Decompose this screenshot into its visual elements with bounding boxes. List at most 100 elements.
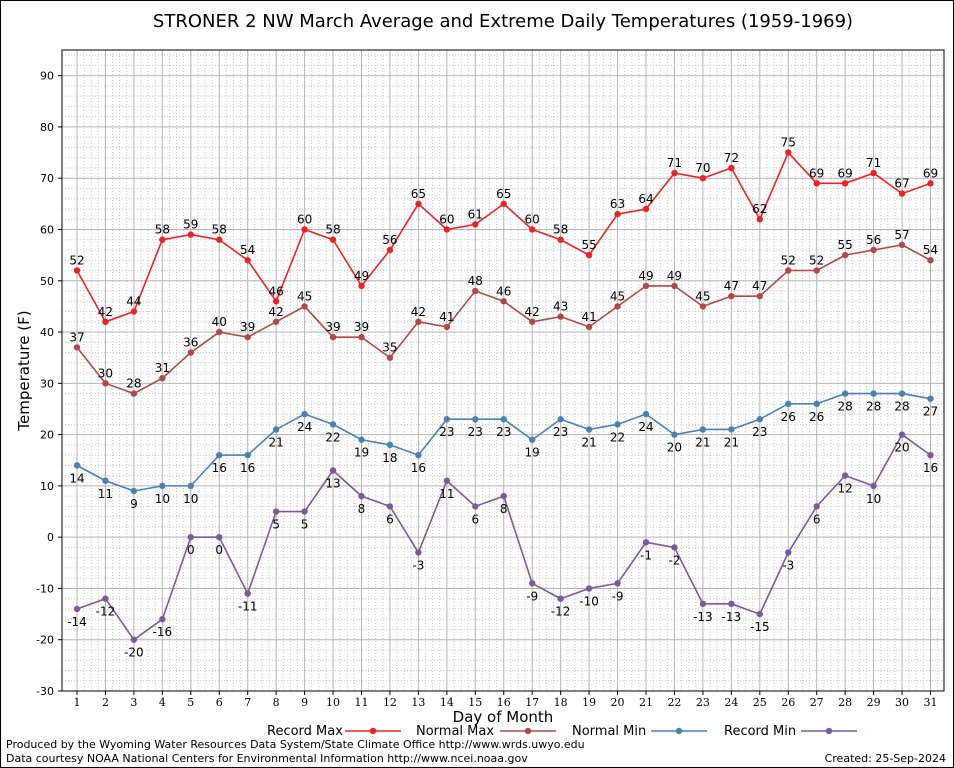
series-record-max: 52 42 44 58 59 58 54 46 60 58 49 56 65 60 61 65 60 58 55 63… [69, 136, 938, 325]
data-label: 8 [358, 502, 366, 516]
data-point [614, 421, 621, 428]
data-point [529, 318, 536, 325]
data-label: 71 [866, 156, 881, 170]
data-label: 67 [894, 177, 909, 191]
data-point [216, 328, 223, 336]
data-label: 45 [610, 289, 625, 303]
data-label: -9 [526, 589, 538, 603]
data-label: -3 [782, 559, 794, 573]
x-tick-label: 21 [639, 696, 653, 709]
data-point [216, 533, 223, 541]
legend-marker [369, 727, 377, 735]
data-point [301, 508, 308, 515]
data-label: 0 [187, 543, 195, 557]
data-point [159, 236, 166, 243]
data-point [159, 482, 166, 490]
y-tick-label: 40 [40, 326, 54, 339]
data-point [130, 390, 138, 397]
data-label: 11 [439, 487, 454, 501]
data-point [187, 349, 194, 356]
data-label: 70 [695, 161, 710, 175]
data-label: 57 [894, 228, 909, 242]
data-label: 16 [212, 461, 227, 475]
data-label: 54 [923, 243, 938, 257]
data-point [785, 267, 792, 274]
y-tick-label: 60 [40, 223, 54, 236]
footer-data-source: Data courtesy NOAA National Centers for … [6, 752, 528, 765]
legend-marker [675, 727, 683, 735]
data-label: 52 [69, 254, 84, 268]
x-tick-label: 30 [895, 696, 909, 709]
data-label: 20 [894, 441, 909, 455]
data-point [898, 431, 906, 438]
data-label: 43 [553, 300, 568, 314]
data-point [472, 221, 479, 228]
data-label: 10 [866, 492, 881, 506]
data-point [102, 380, 109, 387]
data-point [785, 149, 792, 156]
data-point [443, 477, 451, 484]
data-label: 6 [386, 512, 394, 526]
data-label: 19 [354, 446, 369, 460]
data-point [927, 395, 934, 402]
x-tick-label: 14 [440, 696, 454, 709]
data-label: 21 [581, 435, 596, 449]
legend-label: Record Max [267, 724, 343, 739]
data-label: 28 [838, 400, 853, 414]
data-point [244, 257, 251, 264]
data-label: 23 [468, 425, 483, 439]
data-point [301, 303, 308, 310]
data-label: 19 [525, 446, 540, 460]
x-tick-label: 11 [355, 696, 369, 709]
data-label: 69 [809, 166, 824, 180]
data-point [329, 467, 337, 474]
data-point [102, 318, 109, 325]
data-label: 65 [411, 187, 426, 201]
x-tick-label: 31 [924, 696, 938, 709]
data-point [73, 344, 81, 351]
data-label: -9 [612, 589, 624, 603]
data-point [272, 318, 280, 325]
data-label: 36 [183, 336, 198, 350]
data-point [386, 354, 394, 361]
data-point [216, 451, 223, 459]
x-tick-label: 3 [130, 696, 137, 709]
data-point [585, 426, 593, 433]
data-point [813, 503, 820, 510]
y-tick-label: 90 [40, 70, 54, 83]
data-label: 21 [269, 435, 284, 449]
data-label: 24 [297, 420, 312, 434]
x-tick-label: 18 [554, 696, 568, 709]
data-label: -12 [551, 605, 571, 619]
data-point [272, 298, 280, 305]
data-point [443, 416, 451, 423]
data-point [272, 508, 280, 515]
data-point [500, 416, 507, 423]
data-point [870, 246, 877, 254]
data-point [130, 308, 138, 315]
x-tick-label: 24 [724, 696, 738, 709]
legend: Record Max Normal Max Normal Min Record Min [267, 724, 857, 739]
data-point [614, 580, 621, 587]
data-point [301, 410, 308, 418]
data-point [443, 323, 451, 331]
data-label: -2 [668, 553, 680, 567]
x-tick-label: 23 [696, 696, 710, 709]
data-point [841, 180, 849, 187]
data-label: 18 [382, 451, 397, 465]
data-label: 39 [240, 320, 255, 334]
data-label: 31 [155, 361, 170, 375]
data-point [386, 503, 394, 510]
data-point [841, 390, 849, 397]
data-label: 55 [581, 238, 596, 252]
data-label: 23 [553, 425, 568, 439]
data-point [557, 595, 564, 602]
data-label: 56 [382, 233, 397, 247]
data-label: 45 [695, 289, 710, 303]
x-tick-label: 5 [187, 696, 194, 709]
data-point [642, 539, 650, 546]
data-point [728, 600, 735, 608]
y-tick-label: 30 [40, 377, 54, 390]
data-point [813, 400, 820, 408]
data-label: 61 [468, 207, 483, 221]
